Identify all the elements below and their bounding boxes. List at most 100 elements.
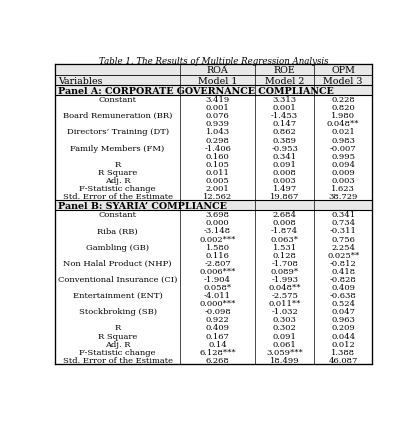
Text: 0.995: 0.995 <box>331 152 355 160</box>
Text: 1.580: 1.580 <box>206 243 230 251</box>
Text: -2.575: -2.575 <box>271 291 298 299</box>
Text: 0.147: 0.147 <box>273 120 296 128</box>
Text: 0.006***: 0.006*** <box>199 267 236 275</box>
Text: 0.009: 0.009 <box>331 168 355 177</box>
Text: 0.000: 0.000 <box>206 219 229 227</box>
Text: R: R <box>115 324 121 332</box>
Text: Entertainment (ENT): Entertainment (ENT) <box>73 291 163 299</box>
Text: 0.000***: 0.000*** <box>199 299 236 307</box>
Text: 0.341: 0.341 <box>273 152 296 160</box>
Text: 19.867: 19.867 <box>270 193 299 201</box>
Text: 0.756: 0.756 <box>331 235 355 243</box>
Text: 0.820: 0.820 <box>331 104 355 112</box>
Text: 0.160: 0.160 <box>206 152 229 160</box>
Text: 0.302: 0.302 <box>273 324 296 332</box>
Text: Variables: Variables <box>58 76 103 85</box>
Text: 0.005: 0.005 <box>206 177 229 184</box>
Text: 1.623: 1.623 <box>331 184 355 193</box>
Text: 2.001: 2.001 <box>206 184 229 193</box>
Text: Table 1. The Results of Multiple Regression Analysis: Table 1. The Results of Multiple Regress… <box>98 57 328 66</box>
Text: 3.313: 3.313 <box>273 96 296 104</box>
Text: 6.268: 6.268 <box>206 356 229 364</box>
Text: 0.061: 0.061 <box>273 340 296 348</box>
Text: 0.091: 0.091 <box>273 332 296 340</box>
Text: 46.087: 46.087 <box>329 356 358 364</box>
Text: -0.953: -0.953 <box>271 145 298 152</box>
Text: Riba (RB): Riba (RB) <box>97 227 138 235</box>
Text: 0.011**: 0.011** <box>269 299 301 307</box>
Text: 0.021: 0.021 <box>331 128 355 136</box>
Text: 0.128: 0.128 <box>273 251 296 259</box>
Text: 3.059***: 3.059*** <box>266 348 303 356</box>
Text: Directors’ Training (DT): Directors’ Training (DT) <box>67 128 168 136</box>
Text: -0.007: -0.007 <box>330 145 357 152</box>
Text: 0.228: 0.228 <box>331 96 355 104</box>
Text: 0.003: 0.003 <box>273 177 296 184</box>
Text: R Square: R Square <box>98 332 137 340</box>
Text: Family Members (FM): Family Members (FM) <box>70 145 165 152</box>
Text: 0.963: 0.963 <box>331 316 355 324</box>
Text: 0.012: 0.012 <box>331 340 355 348</box>
Text: 0.105: 0.105 <box>206 161 229 168</box>
Text: 0.418: 0.418 <box>331 267 355 275</box>
Text: Model 1: Model 1 <box>198 76 237 85</box>
Text: -1.032: -1.032 <box>271 308 298 316</box>
Text: -3.148: -3.148 <box>204 227 231 235</box>
Text: -1.708: -1.708 <box>271 259 298 267</box>
Text: 1.388: 1.388 <box>331 348 355 356</box>
Text: 0.209: 0.209 <box>331 324 355 332</box>
Text: 0.001: 0.001 <box>273 104 296 112</box>
Text: F-Statistic change: F-Statistic change <box>79 348 156 356</box>
Text: 0.076: 0.076 <box>206 112 229 120</box>
Text: 0.524: 0.524 <box>331 299 355 307</box>
Text: Stockbroking (SB): Stockbroking (SB) <box>79 308 157 316</box>
Bar <box>55 201 372 211</box>
Text: 12.562: 12.562 <box>203 193 232 201</box>
Text: 18.499: 18.499 <box>270 356 299 364</box>
Text: ROA: ROA <box>207 66 229 75</box>
Text: 3.698: 3.698 <box>206 211 230 219</box>
Bar <box>55 86 372 96</box>
Text: Std. Error of the Estimate: Std. Error of the Estimate <box>63 356 173 364</box>
Text: 0.298: 0.298 <box>206 136 229 144</box>
Text: Adj. R: Adj. R <box>105 340 131 348</box>
Text: 0.922: 0.922 <box>206 316 229 324</box>
Text: -1.874: -1.874 <box>271 227 298 235</box>
Text: Conventional Insurance (CI): Conventional Insurance (CI) <box>58 275 177 283</box>
Text: -0.098: -0.098 <box>204 308 231 316</box>
Text: -2.807: -2.807 <box>204 259 231 267</box>
Text: 0.063*: 0.063* <box>271 235 299 243</box>
Text: 0.058*: 0.058* <box>203 283 232 291</box>
Bar <box>55 65 372 364</box>
Text: 0.002***: 0.002*** <box>199 235 236 243</box>
Text: Panel B: SYARIA’ COMPLIANCE: Panel B: SYARIA’ COMPLIANCE <box>58 201 226 210</box>
Bar <box>55 76 372 86</box>
Text: 0.862: 0.862 <box>273 128 296 136</box>
Text: 0.983: 0.983 <box>331 136 355 144</box>
Text: 0.048**: 0.048** <box>327 120 359 128</box>
Text: 0.008: 0.008 <box>273 168 296 177</box>
Text: 0.011: 0.011 <box>206 168 229 177</box>
Text: 0.025**: 0.025** <box>327 251 359 259</box>
Text: -1.406: -1.406 <box>204 145 231 152</box>
Text: ROE: ROE <box>274 66 296 75</box>
Text: 0.303: 0.303 <box>273 316 296 324</box>
Text: 2.684: 2.684 <box>273 211 296 219</box>
Text: 0.091: 0.091 <box>273 161 296 168</box>
Text: -0.828: -0.828 <box>330 275 357 283</box>
Text: Std. Error of the Estimate: Std. Error of the Estimate <box>63 193 173 201</box>
Text: 0.003: 0.003 <box>331 177 355 184</box>
Text: 0.044: 0.044 <box>331 332 355 340</box>
Text: -1.453: -1.453 <box>271 112 298 120</box>
Text: Constant: Constant <box>98 211 137 219</box>
Text: 0.094: 0.094 <box>331 161 355 168</box>
Text: 0.734: 0.734 <box>331 219 355 227</box>
Text: F-Statistic change: F-Statistic change <box>79 184 156 193</box>
Bar <box>55 65 372 76</box>
Text: -0.638: -0.638 <box>330 291 357 299</box>
Text: R Square: R Square <box>98 168 137 177</box>
Text: 38.729: 38.729 <box>329 193 358 201</box>
Text: 0.001: 0.001 <box>206 104 229 112</box>
Text: 1.043: 1.043 <box>206 128 230 136</box>
Text: Adj. R: Adj. R <box>105 177 131 184</box>
